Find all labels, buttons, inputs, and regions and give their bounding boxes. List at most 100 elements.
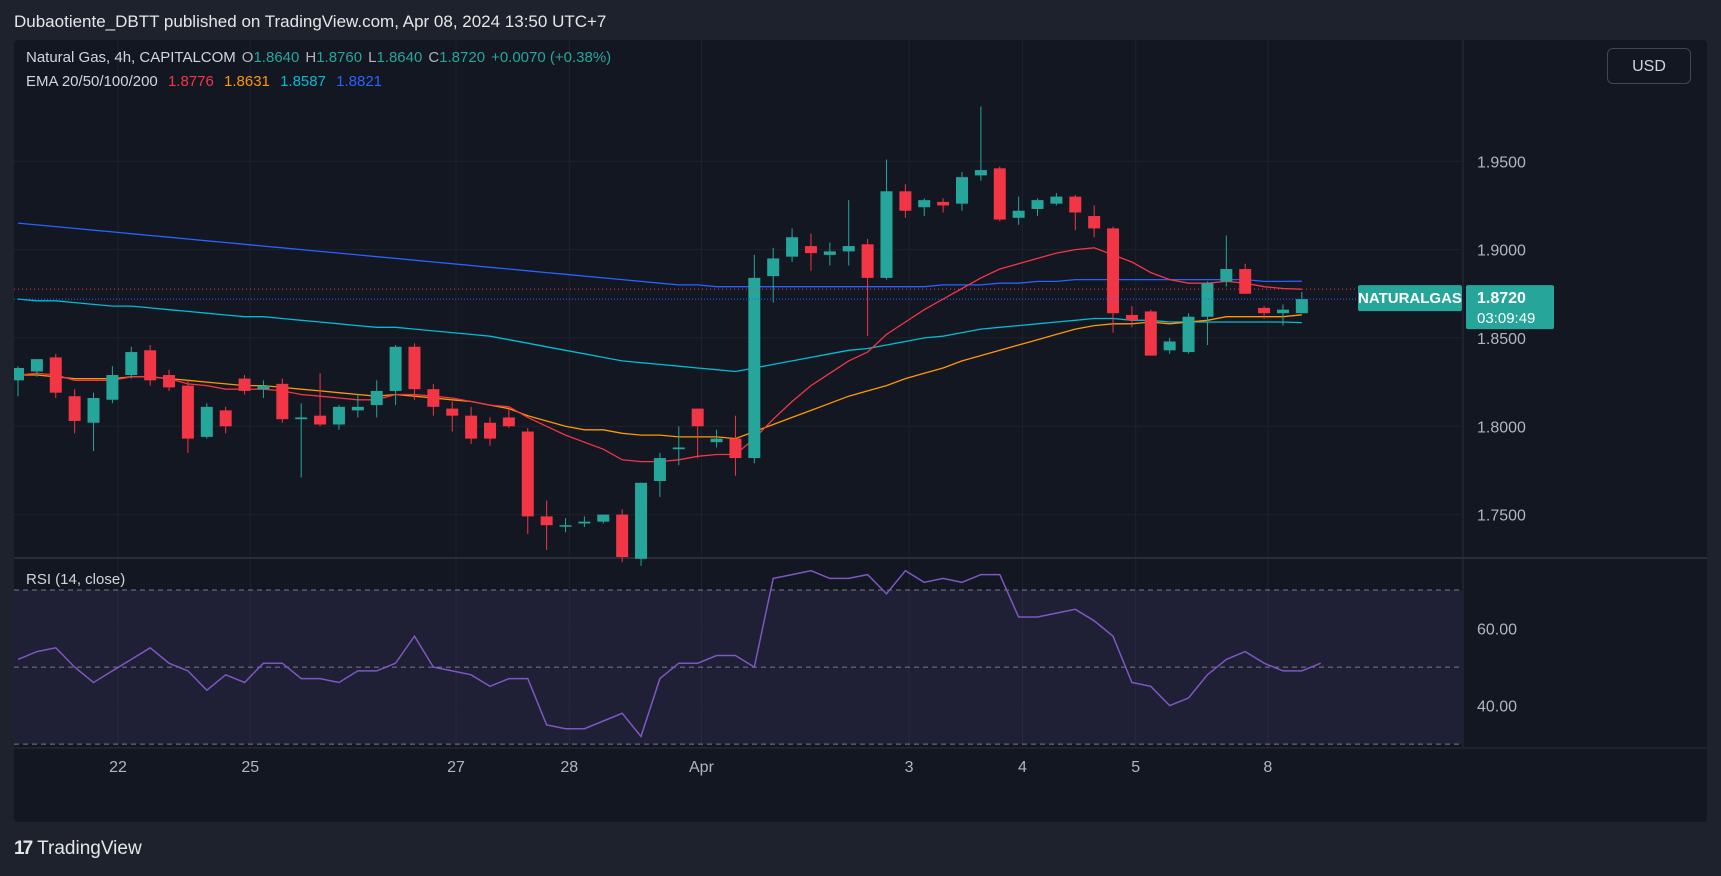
candle-up	[1276, 309, 1289, 314]
publisher-bar: Dubaotiente_DBTT published on TradingVie…	[0, 0, 1721, 40]
candle-down	[691, 408, 704, 427]
ema20-value: 1.8776	[167, 73, 214, 90]
candle-down	[163, 375, 176, 388]
candle-up	[823, 251, 836, 255]
candle-down	[446, 408, 459, 416]
price-axis-label: 1.8000	[1477, 419, 1526, 436]
candle-down	[427, 389, 440, 407]
symbol-tag	[1358, 285, 1462, 312]
candle-up	[1012, 210, 1025, 218]
ema-label: EMA 20/50/100/200	[26, 73, 158, 90]
candle-up	[1295, 299, 1308, 314]
candle-up	[880, 191, 893, 278]
candle-up	[653, 458, 666, 482]
time-axis-label: 8	[1263, 759, 1272, 776]
candle-down	[540, 516, 553, 526]
candle-up	[295, 417, 308, 420]
candle-down	[899, 191, 912, 211]
candle-up	[559, 525, 572, 527]
candle-down	[616, 514, 629, 557]
tradingview-logo-icon: 17	[14, 838, 33, 859]
candle-up	[257, 385, 270, 390]
candle-up	[842, 246, 855, 252]
time-axis-label: 5	[1131, 759, 1140, 776]
chart-panel[interactable]: 1.9500 1.9000 1.8500 1.8000 1.7500 NATURALGAS…	[14, 40, 1707, 822]
candle-up	[748, 277, 761, 459]
publisher-line: Dubaotiente_DBTT published on TradingVie…	[14, 12, 607, 31]
ema200-line	[17, 222, 1302, 288]
high-label: H	[305, 49, 317, 66]
candle-up	[578, 521, 591, 524]
price-axis-label: 1.7500	[1477, 508, 1526, 525]
candle-down	[1239, 269, 1252, 294]
ema50-line	[18, 314, 1302, 440]
candle-up	[672, 447, 685, 450]
price-axis-label: 1.8500	[1477, 331, 1526, 348]
candle-down	[729, 438, 742, 459]
candle-down	[937, 201, 950, 206]
price-axis-label: 1.9000	[1477, 243, 1526, 260]
candle-down	[1144, 311, 1157, 356]
candle-up	[87, 398, 100, 423]
price-tag	[1466, 285, 1554, 330]
low-value: 1.8640	[376, 49, 423, 66]
candle-up	[786, 237, 799, 257]
time-axis-label: 27	[447, 759, 465, 776]
rsi-line	[17, 569, 1321, 738]
time-axis-label: Apr	[689, 759, 715, 776]
price-tag-value: 1.8720	[1477, 290, 1526, 307]
candle-up	[30, 359, 43, 372]
ema-legend: EMA 20/50/100/200 1.8776 1.8631 1.8587 1…	[26, 73, 388, 90]
rsi-axis-label: 40.00	[1477, 699, 1517, 716]
candle-up	[389, 346, 402, 391]
open-value: 1.8640	[253, 49, 300, 66]
low-label: L	[368, 49, 377, 66]
candle-down	[993, 168, 1006, 220]
candle-down	[502, 417, 515, 427]
rsi-legend: RSI (14, close)	[26, 571, 131, 588]
ema200-value: 1.8821	[336, 73, 383, 90]
candle-down	[861, 244, 874, 278]
candle-down	[219, 410, 232, 427]
candle-down	[1107, 228, 1120, 314]
candle-down	[804, 246, 817, 254]
candle-up	[1182, 316, 1195, 353]
candle-down	[521, 431, 534, 517]
high-value: 1.8760	[316, 49, 363, 66]
candle-down	[1069, 196, 1082, 213]
symbol-title: Natural Gas, 4h, CAPITALCOM	[26, 49, 236, 66]
price-axis-label: 1.9500	[1477, 154, 1526, 171]
candle-up	[351, 406, 364, 411]
candle-down	[238, 378, 251, 391]
time-axis-label: 22	[109, 759, 127, 776]
close-label: C	[428, 49, 440, 66]
candle-up	[956, 177, 968, 204]
tradingview-brand[interactable]: 17 TradingView	[14, 838, 142, 860]
candle-down	[181, 385, 194, 439]
candle-up	[370, 390, 383, 406]
candle-up	[918, 200, 931, 208]
ema50-value: 1.8631	[224, 73, 270, 90]
rsi-label: RSI (14, close)	[26, 571, 126, 588]
candle-up	[597, 514, 610, 522]
candle-down	[68, 396, 81, 421]
candle-up	[1201, 283, 1214, 317]
candle-down	[1088, 216, 1101, 229]
candle-down	[1125, 314, 1138, 321]
candle-up	[106, 375, 119, 400]
tradingview-brand-text: TradingView	[37, 838, 142, 859]
rsi-axis-label: 60.00	[1477, 622, 1517, 639]
candle-down	[408, 346, 421, 390]
open-label: O	[241, 49, 254, 66]
candle-up	[710, 438, 723, 443]
change-value: +0.0070 (+0.38%)	[491, 49, 612, 66]
symbol-tag-label: NATURALGAS	[1358, 290, 1462, 307]
candle-up	[1050, 196, 1063, 204]
ema100-value: 1.8587	[280, 73, 326, 90]
ema100-line	[17, 298, 1302, 373]
chart-canvas[interactable]: 1.9500 1.9000 1.8500 1.8000 1.7500 NATURALGAS…	[14, 40, 1707, 822]
candle-down	[144, 350, 157, 381]
candle-up	[974, 170, 987, 176]
currency-button[interactable]: USD	[1607, 48, 1691, 84]
candle-down	[1258, 307, 1271, 314]
